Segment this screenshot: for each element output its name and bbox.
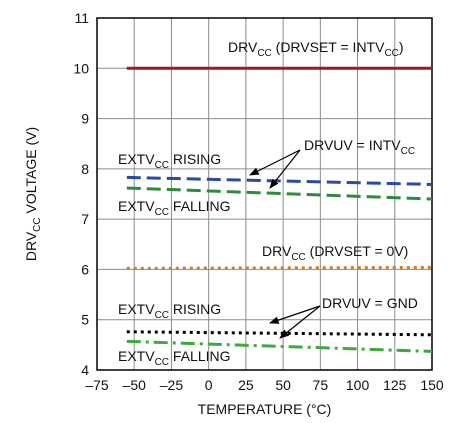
x-tick-label: 75 [313,377,329,393]
y-axis-label: DRVCC VOLTAGE (V) [23,127,43,261]
y-tick-label: 4 [81,362,89,378]
y-tick-label: 5 [81,312,89,328]
series-line-3 [126,186,433,201]
y-tick-label: 7 [81,211,89,227]
series-group [126,66,433,353]
x-tick-labels: –75 –50 –25 0 25 50 75 100 125 150 [85,377,444,393]
annotation-label-6: EXTVCC RISING [118,301,221,321]
y-tick-labels: 4 5 6 7 8 9 10 11 [73,10,89,378]
annotation-label-5: DRVCC (DRVSET = 0V) [262,243,408,263]
x-tick-label: 150 [420,377,444,393]
x-axis-label: TEMPERATURE (°C) [198,401,332,417]
y-tick-label: 10 [73,60,89,76]
x-tick-label: 125 [383,377,407,393]
annotation-label-2: DRVUV = INTVCC [304,137,415,157]
plot-frame [96,17,433,371]
annotation-label-3: EXTVCC RISING [118,151,221,171]
series-line-4 [126,265,433,270]
annotations: DRVCC (DRVSET = INTVCC) DRVUV = INTVCC EXT… [118,39,418,368]
y-tick-label: 6 [81,261,89,277]
annotation-label-7: DRVUV = GND [322,295,418,311]
series-line-6 [126,339,433,353]
x-tick-label: 25 [238,377,254,393]
y-tick-label: 9 [81,111,89,127]
x-tick-label: –25 [160,377,184,393]
annotation-label-4: EXTVCC FALLING [118,198,231,218]
x-tick-label: 50 [275,377,291,393]
series-line-2 [126,175,433,186]
x-tick-label: –75 [85,377,109,393]
annotation-arrow-3 [269,305,321,324]
y-tick-label: 11 [74,10,89,26]
annotation-label-8: EXTVCC FALLING [118,348,231,368]
annotation-arrows [249,149,321,339]
annotation-label-1: DRVCC (DRVSET = INTVCC) [228,39,404,59]
annotation-arrow-2 [269,149,301,189]
series-line-5 [126,330,433,337]
annotation-arrow-4 [279,305,321,339]
y-tick-label: 8 [81,161,89,177]
x-tick-label: –50 [123,377,147,393]
annotation-arrow-1 [249,149,301,176]
x-tick-label: 0 [205,377,213,393]
x-tick-label: 100 [346,377,370,393]
